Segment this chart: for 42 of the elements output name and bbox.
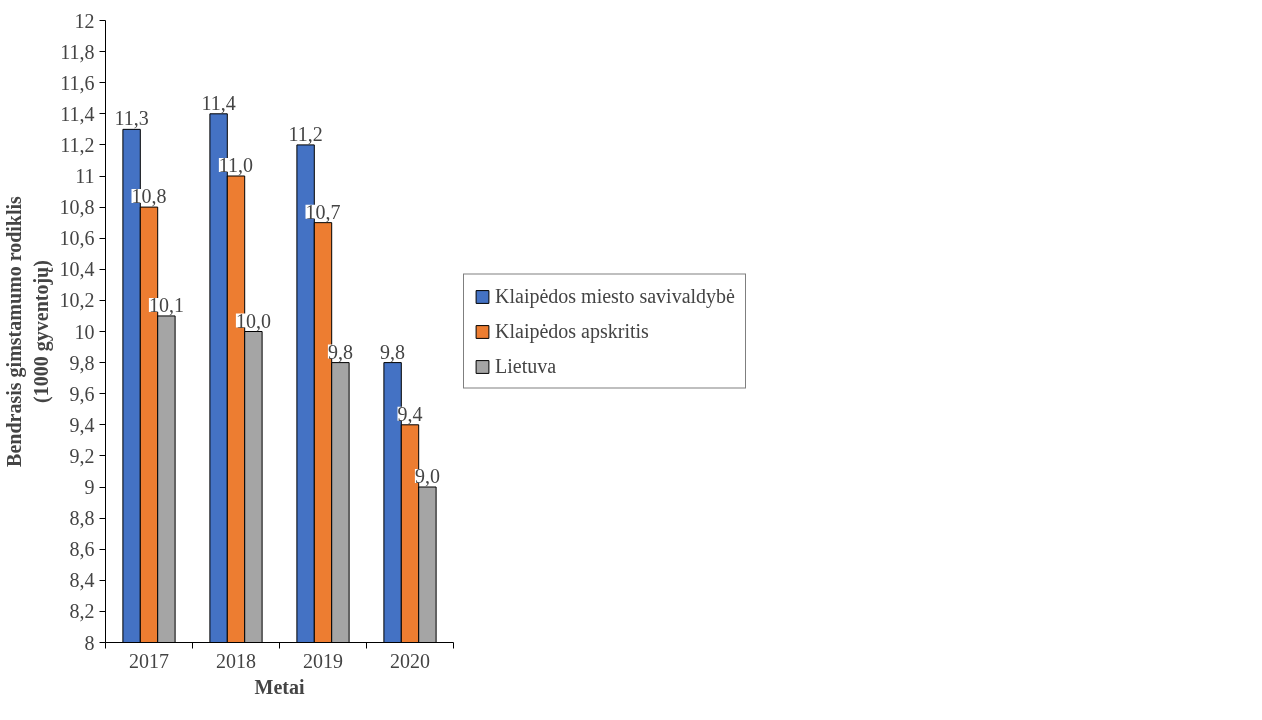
y-tick-label: 11,2 bbox=[60, 133, 95, 156]
data-label: 11,0 bbox=[218, 154, 254, 176]
x-tick-label: 2020 bbox=[390, 649, 430, 672]
data-label: 10,8 bbox=[131, 185, 167, 208]
data-label: 9,4 bbox=[397, 402, 423, 425]
y-tick-label: 11,4 bbox=[60, 102, 95, 125]
y-tick-label: 10,2 bbox=[59, 289, 95, 312]
y-tick-label: 11,8 bbox=[60, 40, 95, 63]
y-tick-label: 8,6 bbox=[69, 538, 95, 561]
data-label: 10,1 bbox=[148, 293, 184, 316]
y-tick-label: 9,6 bbox=[69, 382, 95, 405]
y-tick-label: 11 bbox=[75, 165, 95, 187]
y-tick-label: 9,8 bbox=[69, 351, 95, 374]
y-tick-label: 11,6 bbox=[60, 71, 95, 94]
y-tick-label: 8 bbox=[84, 631, 95, 654]
y-tick-label: 10,8 bbox=[59, 196, 95, 219]
data-label: 11,3 bbox=[114, 107, 149, 130]
data-label: 11,2 bbox=[288, 122, 323, 145]
legend-label: Lietuva bbox=[495, 354, 557, 378]
x-tick-label: 2018 bbox=[216, 649, 256, 672]
y-tick-label: 10,6 bbox=[59, 227, 95, 250]
data-label: 10,0 bbox=[235, 309, 271, 332]
data-label: 9,0 bbox=[414, 465, 440, 487]
data-label: 10,7 bbox=[305, 200, 341, 223]
data-label: 11,4 bbox=[201, 91, 236, 114]
data-label: 9,8 bbox=[380, 340, 406, 363]
y-axis-title: Bendrasis gimstamumo rodiklis (1000 gyventojų) bbox=[3, 195, 53, 467]
data-label: 9,8 bbox=[327, 340, 353, 363]
x-tick-label: 2019 bbox=[303, 649, 343, 672]
y-tick-label: 10 bbox=[74, 320, 95, 343]
legend-label: Klaipėdos miesto savivaldybė bbox=[495, 284, 735, 308]
legend-label: Klaipėdos apskritis bbox=[495, 319, 649, 343]
y-tick-label: 9,4 bbox=[69, 413, 95, 436]
x-axis-title: Metai bbox=[254, 675, 305, 698]
y-tick-label: 9,2 bbox=[69, 444, 95, 467]
y-tick-label: 8,4 bbox=[69, 569, 95, 592]
y-tick-label: 8,8 bbox=[69, 507, 95, 530]
y-tick-label: 12 bbox=[74, 9, 95, 32]
x-tick-label: 2017 bbox=[129, 649, 169, 672]
y-tick-label: 9 bbox=[84, 476, 95, 498]
y-tick-label: 8,2 bbox=[69, 600, 95, 623]
y-tick-label: 10,4 bbox=[59, 258, 95, 281]
